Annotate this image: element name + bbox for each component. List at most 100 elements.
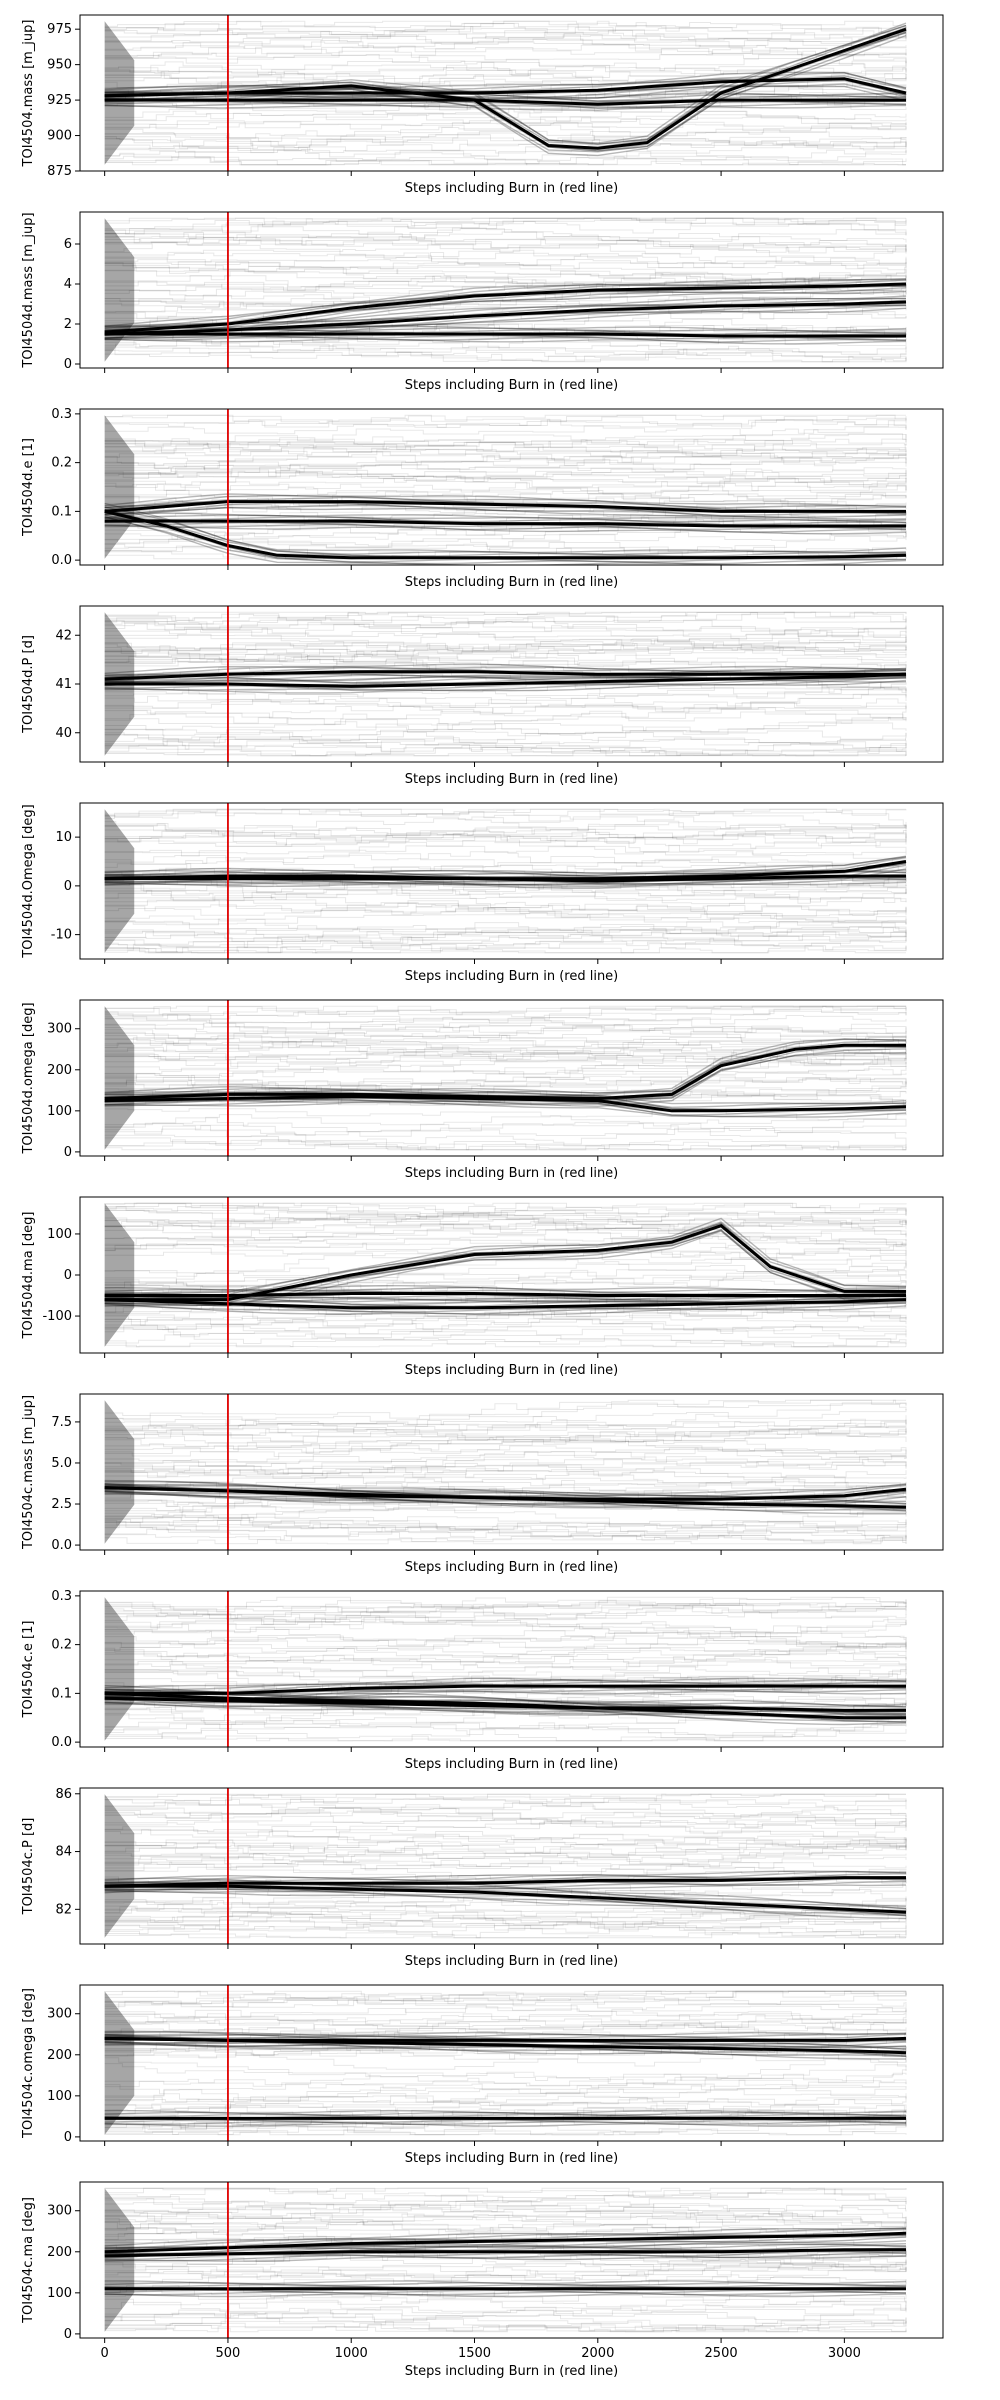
y-axis-label: TOI4504d.Omega [deg] <box>21 804 36 958</box>
initial-spread <box>104 1400 135 1544</box>
series-bundle <box>104 1877 907 1920</box>
y-tick-label: 300 <box>47 1022 72 1037</box>
y-tick-label: 0.3 <box>51 407 72 422</box>
y-tick-label: 0 <box>64 1145 72 1160</box>
series-line <box>104 519 906 528</box>
axes-frame <box>79 2181 944 2339</box>
y-tick-label: 2.5 <box>51 1497 72 1512</box>
x-axis-label: Steps including Burn in (red line) <box>405 1560 619 1575</box>
walker-cloud <box>104 1596 907 1742</box>
axes-frame <box>79 1787 944 1945</box>
walker-cloud <box>104 1399 907 1545</box>
walker-cloud <box>104 2187 907 2333</box>
initial-spread <box>104 1597 135 1741</box>
y-tick-label: 950 <box>47 58 72 73</box>
x-axis-label: Steps including Burn in (red line) <box>405 378 619 393</box>
initial-spread <box>104 1203 135 1347</box>
series-bundle <box>104 1285 907 1304</box>
y-tick-label: 40 <box>55 726 72 741</box>
axes-frame <box>79 802 944 960</box>
series-bundle <box>104 1479 907 1515</box>
y-axis-label: TOI4504c.e [1] <box>21 1621 36 1719</box>
y-tick-label: 0.2 <box>51 456 72 471</box>
x-axis-label: Steps including Burn in (red line) <box>405 575 619 590</box>
y-tick-label: 975 <box>47 22 72 37</box>
trace-panel: 0.0 2.5 5.0 7.5 Steps including Burn in (red… <box>21 1393 944 1575</box>
walker-cloud <box>104 1990 907 2136</box>
series-bundle <box>104 2109 907 2127</box>
series-line <box>104 98 906 106</box>
axes-frame <box>79 999 944 1157</box>
y-axis-label: TOI4504c.mass [m_jup] <box>21 1395 36 1550</box>
y-tick-label: 0.1 <box>51 504 72 519</box>
x-axis-label: Steps including Burn in (red line) <box>405 1166 619 1181</box>
series-bundle <box>104 667 907 694</box>
initial-spread <box>104 1006 135 1150</box>
x-axis-label: Steps including Burn in (red line) <box>405 1363 619 1378</box>
y-tick-label: 200 <box>47 2048 72 2063</box>
x-axis-label: Steps including Burn in (red line) <box>405 969 619 984</box>
y-tick-label: 0.0 <box>51 1735 72 1750</box>
axes-frame <box>79 1984 944 2142</box>
walker-cloud <box>104 414 907 565</box>
series-bundle <box>104 2280 907 2298</box>
walker-cloud <box>104 1793 907 1939</box>
trace-panel: -10 0 10 Steps including Burn in (red line)… <box>21 802 944 984</box>
y-tick-label: 4 <box>64 277 72 292</box>
y-tick-label: 100 <box>47 2286 72 2301</box>
y-tick-label: 82 <box>55 1902 72 1917</box>
axes-frame <box>79 211 944 369</box>
x-tick-label: 3000 <box>828 2346 861 2361</box>
y-tick-label: 100 <box>47 1227 72 1242</box>
y-tick-label: 84 <box>55 1845 72 1860</box>
walker-cloud <box>104 20 907 166</box>
x-axis-label: Steps including Burn in (red line) <box>405 181 619 196</box>
y-axis-label: TOI4504d.mass [m_jup] <box>21 212 36 368</box>
series-bundle <box>104 512 907 535</box>
y-axis-label: TOI4504d.ma [deg] <box>21 1212 36 1340</box>
y-tick-label: 0.0 <box>51 1538 72 1553</box>
y-axis-label: TOI4504d.e [1] <box>21 438 36 537</box>
walker-cloud <box>104 217 907 363</box>
y-axis-label: TOI4504.mass [m_jup] <box>21 20 36 168</box>
x-tick-label: 1000 <box>335 2346 368 2361</box>
y-tick-label: 100 <box>47 1104 72 1119</box>
y-axis-label: TOI4504d.P [d] <box>21 635 36 734</box>
series-line <box>104 672 907 688</box>
y-tick-label: 0 <box>64 2327 72 2342</box>
y-tick-label: 900 <box>47 129 72 144</box>
x-tick-label: 2500 <box>705 2346 738 2361</box>
axes-frame <box>79 1393 944 1551</box>
y-tick-label: 0.1 <box>51 1686 72 1701</box>
trace-panel: 82 84 86 Steps including Burn in (red line)… <box>21 1787 944 1969</box>
x-tick-label: 0 <box>101 2346 109 2361</box>
series-bundle <box>104 493 907 520</box>
trace-panel: 875 900 925 950 975 Steps including Burn in (… <box>21 14 944 196</box>
series-bundle <box>104 2243 907 2263</box>
series-line <box>104 2036 907 2055</box>
x-axis-label: Steps including Burn in (red line) <box>405 2364 619 2379</box>
series-line <box>104 1298 907 1310</box>
y-tick-label: 5.0 <box>51 1456 72 1471</box>
walker-cloud <box>104 1202 907 1348</box>
y-tick-label: 300 <box>47 2204 72 2219</box>
x-axis-label: Steps including Burn in (red line) <box>405 772 619 787</box>
series-bundle <box>104 325 907 345</box>
series-bundle <box>104 1089 907 1118</box>
initial-spread <box>104 218 135 362</box>
x-tick-label: 1500 <box>458 2346 491 2361</box>
series-bundle <box>104 502 907 565</box>
trace-panel: 0 2 4 6 Steps including Burn in (red line) TO… <box>21 211 944 393</box>
series-line <box>104 670 906 681</box>
x-tick-label: 500 <box>216 2346 241 2361</box>
trace-panel: 0.0 0.1 0.2 0.3 Steps including Burn in (red… <box>21 407 944 590</box>
trace-panel: 0 100 200 300 Steps including Burn in (red l… <box>21 999 944 1181</box>
y-tick-label: 0 <box>64 357 72 372</box>
series-line <box>104 27 907 150</box>
y-tick-label: 0.0 <box>51 553 72 568</box>
series-line <box>104 1094 907 1113</box>
y-tick-label: 925 <box>47 93 72 108</box>
axes-frame <box>79 408 944 566</box>
series-bundle <box>104 663 907 687</box>
